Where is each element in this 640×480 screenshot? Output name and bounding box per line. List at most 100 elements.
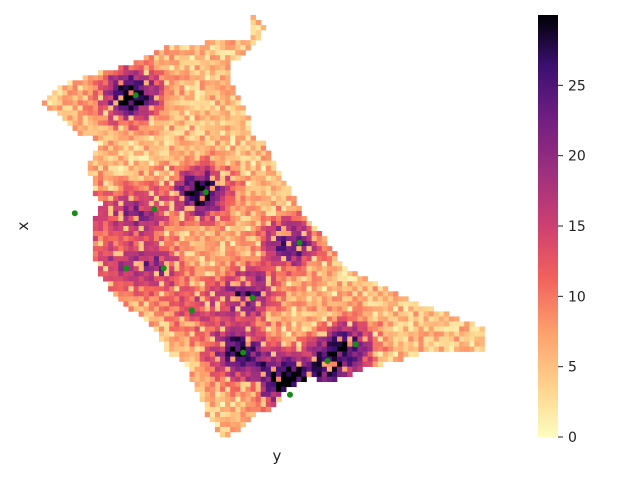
heatmap-cell (469, 336, 475, 342)
heatmap-cell (143, 185, 150, 192)
heatmap-cell (281, 226, 287, 232)
heatmap-cell (245, 251, 251, 257)
heatmap-cell (77, 85, 83, 91)
heatmap-cell (153, 115, 160, 121)
heatmap-cell (398, 311, 404, 317)
heatmap-cell (438, 316, 445, 322)
heatmap-cell (230, 236, 236, 242)
heatmap-cell (214, 346, 221, 352)
heatmap-cell (316, 241, 323, 247)
heatmap-cell (194, 346, 200, 352)
heatmap-cell (184, 160, 190, 167)
heatmap-cell (174, 301, 180, 307)
heatmap-cell (118, 296, 124, 302)
heatmap-cell (352, 301, 358, 307)
heatmap-cell (174, 226, 180, 232)
heatmap-cell (255, 361, 262, 367)
heatmap-cell (194, 210, 200, 217)
heatmap-cell (230, 281, 236, 287)
heatmap-cell (464, 326, 470, 332)
heatmap-cell (199, 316, 206, 322)
heatmap-cell (57, 90, 63, 96)
heatmap-cell (128, 220, 134, 227)
heatmap-cell (174, 210, 180, 217)
heatmap-cell (260, 366, 267, 372)
heatmap-cell (382, 341, 389, 347)
heatmap-cell (260, 251, 267, 257)
heatmap-cell (169, 75, 175, 81)
heatmap-cell (321, 271, 328, 277)
heatmap-cell (347, 281, 353, 287)
heatmap-cell (179, 115, 185, 121)
heatmap-cell (164, 205, 170, 212)
heatmap-cell (179, 55, 185, 61)
heatmap-cell (230, 341, 236, 347)
heatmap-cell (306, 261, 312, 267)
heatmap-cell (382, 336, 389, 342)
heatmap-cell (194, 165, 200, 172)
heatmap-cell (240, 105, 246, 111)
heatmap-cell (260, 376, 267, 383)
heatmap-cell (214, 75, 221, 81)
heatmap-cell (220, 316, 226, 322)
heatmap-cell (209, 45, 216, 51)
heatmap-cell (372, 296, 379, 302)
heatmap-cell (153, 90, 160, 96)
heatmap-cell (372, 321, 379, 327)
heatmap-cell (128, 215, 134, 222)
heatmap-cell (209, 366, 216, 372)
heatmap-cell (316, 246, 323, 252)
heatmap-cell (342, 321, 348, 327)
heatmap-cell (367, 321, 373, 327)
heatmap-cell (306, 321, 312, 327)
heatmap-cell (204, 226, 211, 232)
heatmap-cell (164, 130, 170, 136)
heatmap-cell (209, 311, 216, 317)
heatmap-cell (169, 130, 175, 136)
heatmap-cell (225, 85, 231, 91)
heatmap-cell (225, 80, 231, 86)
heatmap-cell (62, 115, 68, 121)
heatmap-cell (194, 306, 200, 312)
heatmap-cell (250, 190, 256, 197)
heatmap-cell (108, 180, 114, 187)
heatmap-cell (153, 180, 160, 187)
heatmap-cell (179, 331, 185, 337)
heatmap-cell (357, 281, 363, 287)
heatmap-cell (189, 155, 195, 161)
heatmap-cell (184, 261, 190, 267)
heatmap-cell (276, 266, 282, 272)
heatmap-cell (128, 190, 134, 197)
heatmap-cell (225, 150, 231, 156)
heatmap-cell (260, 301, 267, 307)
marker-point (123, 265, 130, 272)
heatmap-cell (276, 366, 282, 372)
heatmap-cell (133, 236, 139, 242)
heatmap-cell (199, 296, 206, 302)
heatmap-cell (209, 376, 216, 383)
heatmap-cell (194, 311, 200, 317)
heatmap-cell (189, 205, 195, 212)
heatmap-cell (306, 276, 312, 282)
heatmap-cell (123, 145, 129, 151)
heatmap-cell (301, 276, 307, 282)
heatmap-cell (225, 135, 231, 141)
heatmap-cell (214, 241, 221, 247)
heatmap-cell (245, 371, 251, 378)
heatmap-cell (331, 321, 338, 327)
heatmap-cell (148, 105, 155, 111)
heatmap-cell (220, 396, 226, 403)
heatmap-cell (184, 115, 190, 121)
heatmap-cell (230, 321, 236, 327)
heatmap-cell (204, 200, 211, 207)
heatmap-cell (174, 155, 180, 161)
heatmap-cell (77, 105, 83, 111)
heatmap-cell (230, 366, 236, 372)
heatmap-cell (306, 371, 312, 378)
heatmap-cell (138, 210, 145, 217)
heatmap-cell (164, 316, 170, 322)
heatmap-cell (189, 100, 195, 106)
heatmap-cell (245, 210, 251, 217)
heatmap-cell (296, 281, 302, 287)
heatmap-cell (240, 135, 246, 141)
